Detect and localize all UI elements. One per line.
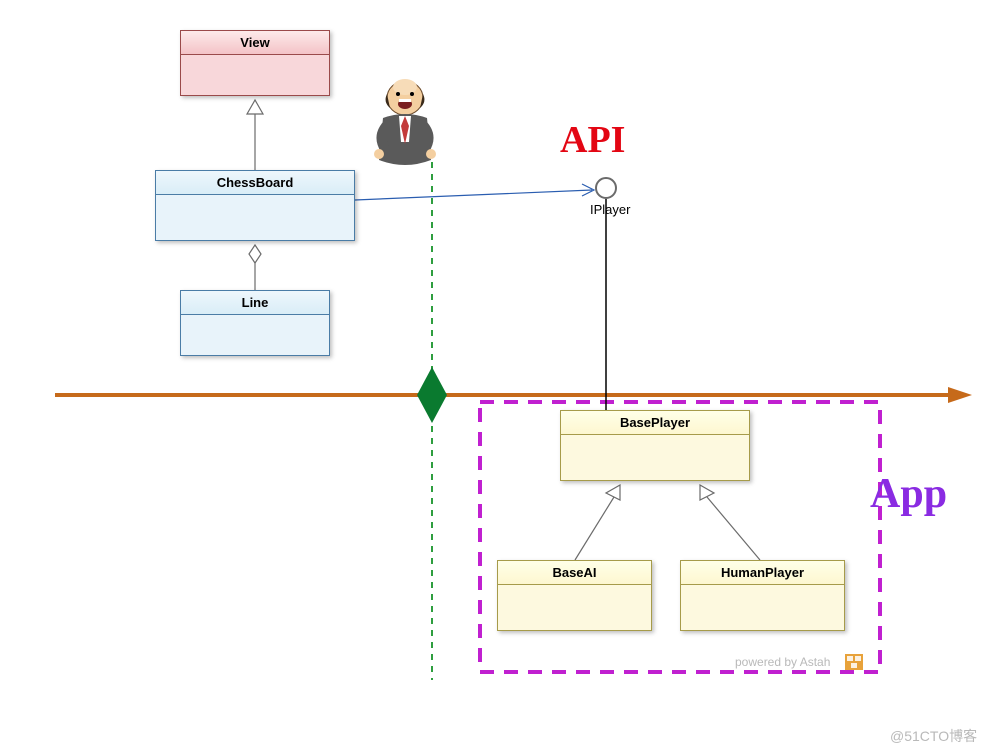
class-baseai: BaseAI	[497, 560, 652, 631]
interface-iplayer-label: IPlayer	[590, 202, 630, 217]
class-chessboard: ChessBoard	[155, 170, 355, 241]
edge-chessboard-iplayer	[355, 190, 592, 200]
connectors-layer	[0, 0, 1000, 750]
class-humanplayer: HumanPlayer	[680, 560, 845, 631]
edge-human-baseplayer	[707, 497, 760, 560]
label-api: API	[560, 118, 625, 162]
class-view: View	[180, 30, 330, 96]
class-view-name: View	[181, 31, 329, 55]
page-watermark: @51CTO博客	[890, 726, 977, 746]
arrow-baseai-baseplayer	[606, 485, 620, 500]
diamond-line-chessboard	[249, 245, 261, 263]
green-diamond	[417, 367, 447, 423]
boss-figure-icon	[365, 72, 445, 172]
astah-credit: powered by Astah	[735, 655, 830, 669]
class-chessboard-name: ChessBoard	[156, 171, 354, 195]
divider-arrowhead	[948, 387, 972, 403]
class-baseplayer: BasePlayer	[560, 410, 750, 481]
class-line-name: Line	[181, 291, 329, 315]
arrow-human-baseplayer	[700, 485, 714, 500]
label-app: App	[870, 470, 947, 518]
astah-logo-icon	[845, 654, 863, 670]
class-baseplayer-name: BasePlayer	[561, 411, 749, 435]
class-baseai-name: BaseAI	[498, 561, 651, 585]
edge-baseai-baseplayer	[575, 497, 614, 560]
arrow-chessboard-iplayer	[582, 184, 594, 196]
class-humanplayer-name: HumanPlayer	[681, 561, 844, 585]
class-line: Line	[180, 290, 330, 356]
interface-iplayer-circle	[595, 177, 617, 199]
arrow-chessboard-view	[247, 100, 263, 114]
